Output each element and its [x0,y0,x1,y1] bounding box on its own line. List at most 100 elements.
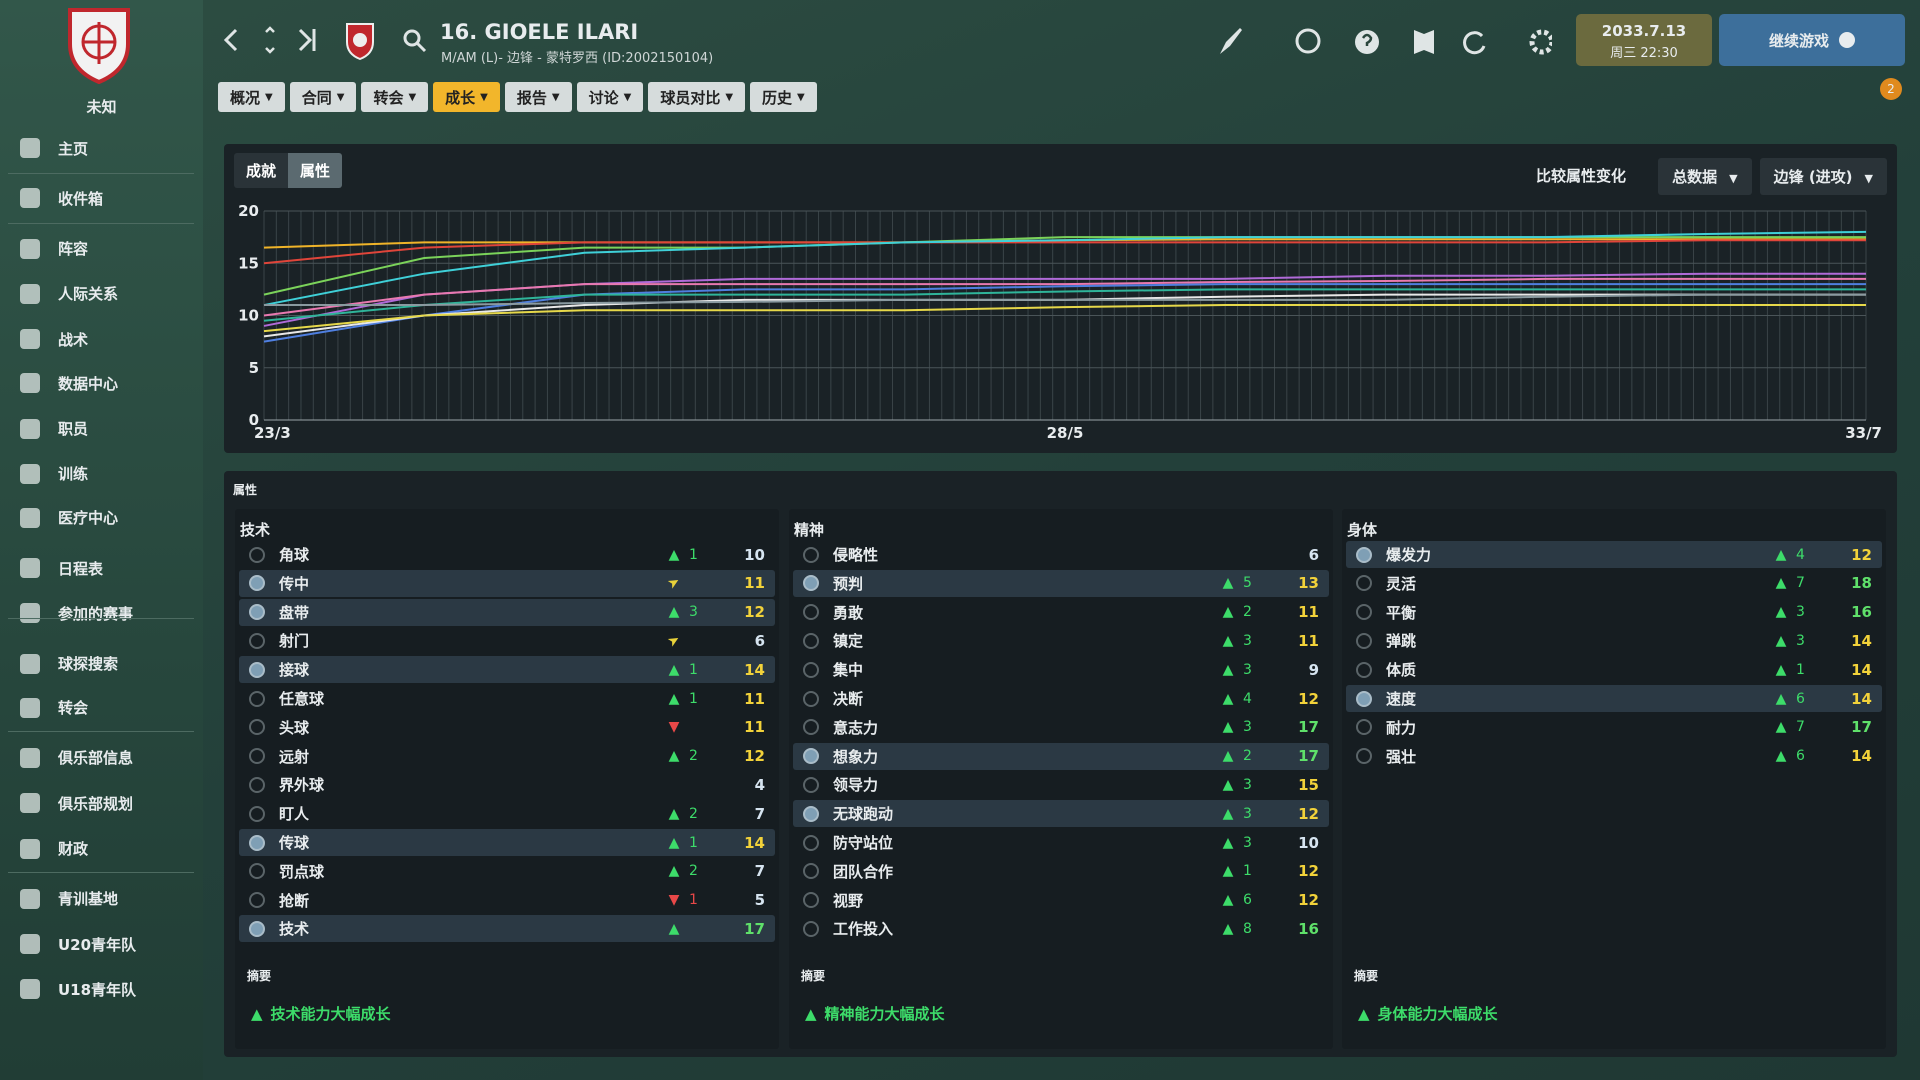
trend-arrow: ▲ [668,920,680,937]
sidebar-item[interactable]: U20青年队 [20,929,195,959]
sidebar-item[interactable]: 职员 [20,414,195,444]
attribute-row[interactable]: 接球 ▲ 1 14 [239,656,775,684]
attribute-row[interactable]: 界外球 4 [239,771,775,798]
x-tick-label: 33/7 [1845,424,1882,442]
chart-tab[interactable]: 属性 [288,153,343,188]
sidebar-item[interactable]: 人际关系 [20,279,195,309]
attribute-row[interactable]: 耐力 ▲ 7 17 [1346,714,1882,741]
sidebar-icon [20,418,40,439]
tab[interactable]: 合同 ▼ [289,82,357,112]
attribute-row[interactable]: 无球跑动 ▲ 3 12 [793,800,1329,828]
attribute-name: 勇敢 [833,603,864,622]
tab[interactable]: 讨论 ▼ [576,82,644,112]
sidebar-item[interactable]: 数据中心 [20,368,195,398]
sidebar-item[interactable]: 战术 [20,324,195,354]
compare-label: 比较属性变化 [1536,167,1627,185]
attribute-row[interactable]: 爆发力 ▲ 4 12 [1346,541,1882,568]
attribute-value: 5 [754,891,765,910]
attribute-row[interactable]: 盯人 ▲ 2 7 [239,800,775,827]
tab[interactable]: 历史 ▼ [750,82,817,112]
attribute-row[interactable]: 罚点球 ▲ 2 7 [239,858,775,885]
trend-arrow: ▲ [1775,546,1787,563]
attribute-row[interactable]: 技术 ▲ 17 [239,915,775,943]
attribute-row[interactable]: 意志力 ▲ 3 17 [793,714,1329,741]
tab[interactable]: 概况 ▼ [218,82,285,112]
sidebar-item[interactable]: 青训基地 [20,884,195,914]
attribute-value: 9 [1308,660,1319,679]
attribute-row[interactable]: 速度 ▲ 6 14 [1346,685,1882,712]
sidebar-item[interactable]: 日程表 [20,553,195,583]
tab-label: 合同 [301,88,332,107]
attribute-row[interactable]: 头球 ▼ 11 [239,714,775,741]
chart-tab[interactable]: 成就 [234,153,289,188]
summary: ▲ 身体能力大幅成长 [1358,1003,1498,1024]
attribute-name: 罚点球 [279,862,325,881]
notification-badge[interactable]: 2 [1880,78,1902,100]
attribute-row[interactable]: 侵略性 6 [793,541,1329,568]
attribute-row[interactable]: 勇敢 ▲ 2 11 [793,599,1329,626]
sidebar-item[interactable]: 财政 [20,834,195,864]
sidebar-item[interactable]: 阵容 [20,234,195,264]
attribute-row[interactable]: 灵活 ▲ 7 18 [1346,570,1882,597]
attribute-row[interactable]: 盘带 ▲ 3 12 [239,598,775,626]
attribute-icon [1356,632,1372,649]
nav-buttons[interactable] [220,20,316,60]
search-icon[interactable] [402,28,428,54]
attribute-row[interactable]: 任意球 ▲ 1 11 [239,685,775,712]
attribute-row[interactable]: 决断 ▲ 4 12 [793,685,1329,712]
attribute-row[interactable]: 工作投入 ▲ 8 16 [793,915,1329,942]
attribute-value: 12 [1851,545,1872,564]
attribute-row[interactable]: 防守站位 ▲ 3 10 [793,829,1329,856]
date-box[interactable]: 2033.7.13 周三 22:30 [1576,14,1712,66]
attribute-row[interactable]: 体质 ▲ 1 14 [1346,656,1882,683]
attribute-row[interactable]: 传球 ▲ 1 14 [239,829,775,856]
tab[interactable]: 成长 ▼ [433,82,500,112]
trend-arrow: ▲ [1775,604,1787,621]
attribute-row[interactable]: 远射 ▲ 2 12 [239,743,775,770]
attribute-row[interactable]: 集中 ▲ 3 9 [793,656,1329,683]
continue-button[interactable]: 继续游戏 [1719,14,1905,66]
attribute-row[interactable]: 领导力 ▲ 3 15 [793,771,1329,798]
attribute-icon [249,604,265,621]
attribute-row[interactable]: 想象力 ▲ 2 17 [793,742,1329,770]
trend-arrow: ▲ [668,661,680,678]
sidebar-item[interactable]: 收件箱 [20,183,195,213]
sidebar-icon [20,653,40,674]
attribute-change: 8 [1243,920,1252,937]
trend-arrow: ▲ [668,690,680,707]
attribute-value: 14 [744,660,765,679]
tab-label: 球员对比 [660,88,721,107]
sidebar-item[interactable]: U18青年队 [20,974,195,1004]
sidebar-item[interactable]: 参加的赛事 [20,598,195,628]
sidebar-label: 收件箱 [58,189,104,208]
sidebar-icon [20,188,40,209]
sidebar-item[interactable]: 主页 [20,133,195,163]
sidebar-item[interactable]: 球探搜索 [20,649,195,679]
dropdown[interactable]: 总数据 ▼ [1658,158,1752,195]
attribute-row[interactable]: 抢断 ▼ 1 5 [239,887,775,914]
tab[interactable]: 球员对比 ▼ [648,82,746,112]
trend-arrow: ▼ [668,892,680,909]
attribute-row[interactable]: 团队合作 ▲ 1 12 [793,858,1329,885]
attribute-row[interactable]: 平衡 ▲ 3 16 [1346,599,1882,626]
sidebar-item[interactable]: 转会 [20,693,195,723]
sidebar-item[interactable]: 俱乐部规划 [20,788,195,818]
tab[interactable]: 转会 ▼ [361,82,429,112]
toolbar-icons[interactable] [1212,22,1552,62]
continue-label: 继续游戏 [1768,31,1829,50]
separator [8,222,194,224]
attribute-row[interactable]: 角球 ▲ 1 10 [239,541,775,568]
attribute-row[interactable]: 预判 ▲ 5 13 [793,569,1329,597]
attribute-row[interactable]: 射门 ➤ 6 [239,627,775,654]
sidebar-item[interactable]: 俱乐部信息 [20,743,195,773]
attribute-row[interactable]: 强壮 ▲ 6 14 [1346,743,1882,770]
sidebar-item[interactable]: 训练 [20,459,195,489]
attribute-row[interactable]: 弹跳 ▲ 3 14 [1346,627,1882,654]
tab[interactable]: 报告 ▼ [504,82,572,112]
attribute-row[interactable]: 镇定 ▲ 3 11 [793,627,1329,654]
attribute-row[interactable]: 视野 ▲ 6 12 [793,887,1329,914]
sidebar-label: 阵容 [58,240,89,259]
sidebar-item[interactable]: 医疗中心 [20,503,195,533]
attribute-row[interactable]: 传中 ➤ 11 [239,569,775,597]
dropdown[interactable]: 边锋 (进攻) ▼ [1759,158,1887,195]
